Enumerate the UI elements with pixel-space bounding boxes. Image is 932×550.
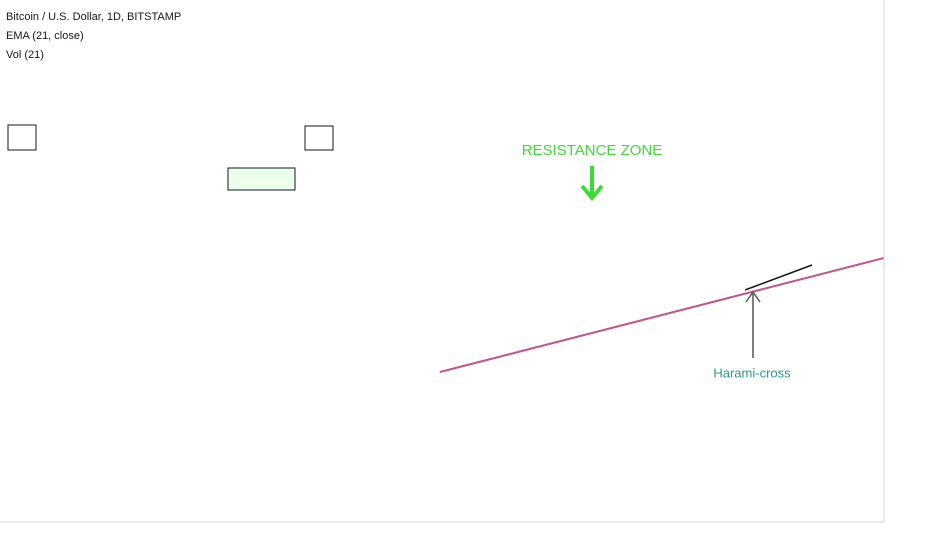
chart-title: Bitcoin / U.S. Dollar, 1D, BITSTAMP	[6, 11, 181, 23]
drawings: RESISTANCE ZONE Harami-cross	[7, 124, 884, 380]
pattern-box	[7, 124, 37, 151]
indicator-label: EMA (21, close)	[6, 30, 84, 42]
pattern-box	[304, 125, 334, 151]
indicator-label: Vol (21)	[6, 49, 44, 61]
trend-line	[439, 257, 884, 373]
arrow	[745, 290, 761, 358]
annotation: Harami-cross	[713, 365, 791, 380]
trend-line	[744, 264, 813, 291]
arrow	[580, 166, 604, 202]
pattern-box	[227, 167, 296, 191]
annotation: RESISTANCE ZONE	[522, 142, 663, 159]
